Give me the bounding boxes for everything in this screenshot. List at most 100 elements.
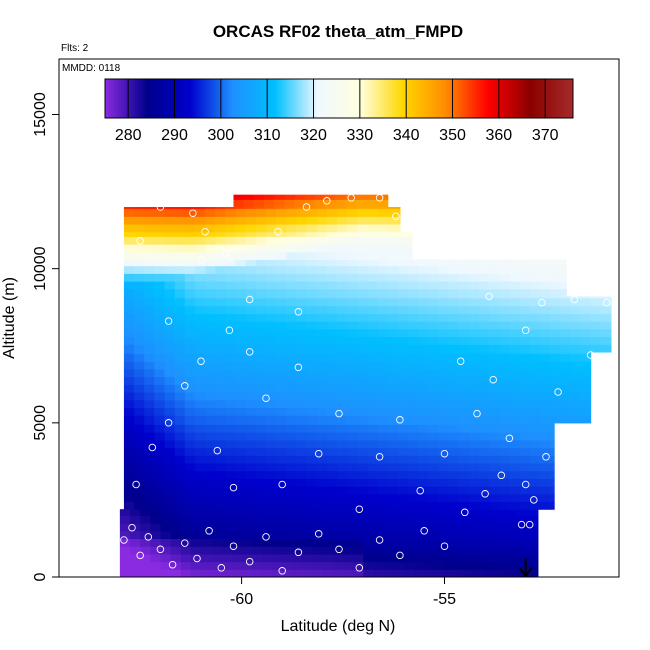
heatmap-cell [205,478,216,487]
heatmap-cell [387,501,399,510]
heatmap-cell [489,470,500,479]
flight-point [278,480,286,489]
heatmap-cell [286,399,297,409]
heatmap-cell [580,296,592,299]
heatmap-cell [580,297,592,307]
heatmap-cell [397,399,409,409]
heatmap-cell [474,569,486,577]
heatmap-cell [205,281,216,290]
heatmap-cell [418,384,429,393]
heatmap-cell [326,336,338,345]
heatmap-cell [539,296,551,299]
heatmap-cell [144,455,155,464]
heatmap-cell [479,344,490,353]
heatmap-cell [154,478,166,487]
heatmap-cell [377,399,389,409]
heatmap-cell [570,321,582,330]
heatmap-cell [255,288,267,298]
heatmap-cell [174,384,186,393]
heatmap-cell [282,523,293,532]
heatmap-cell [519,336,531,345]
heatmap-cell [539,321,551,330]
heatmap-cell [184,407,196,416]
heatmap-cell [306,305,318,314]
heatmap-cell [397,344,409,353]
heatmap-cell [509,376,521,385]
heatmap-cell [312,553,324,563]
heatmap-cell [164,288,176,298]
heatmap-cell [225,501,237,510]
heatmap-cell [134,351,145,355]
heatmap-cell [296,259,308,267]
heatmap-cell [235,281,247,290]
heatmap-cell [590,296,602,299]
heatmap-cell [306,231,318,237]
heatmap-cell [580,353,592,362]
heatmap-cell [233,194,245,200]
heatmap-cell [274,199,285,208]
heatmap-cell [363,530,375,540]
heatmap-cell [373,538,385,547]
heatmap-cell [560,281,567,290]
heatmap-cell [539,470,551,479]
heatmap-cell [438,351,450,355]
heatmap-cell [184,208,196,217]
heatmap-cell [367,368,379,378]
heatmap-cell [265,462,277,472]
heatmap-cell [286,368,297,378]
heatmap-cell [316,432,328,441]
heatmap-cell [326,432,338,441]
heatmap-cell [397,470,409,479]
heatmap-cell [184,207,196,210]
heatmap-cell [316,392,328,401]
heatmap-cell [479,478,490,487]
heatmap-cell [194,216,206,225]
heatmap-cell [306,399,318,409]
heatmap-cell [140,561,151,570]
heatmap-cell [154,415,166,424]
heatmap-cell [316,486,328,495]
heatmap-cell [458,361,470,370]
heatmap-cell [174,422,186,425]
heatmap-cell [438,336,450,345]
heatmap-cell [286,231,297,237]
heatmap-cell [539,328,551,338]
heatmap-cell [529,321,541,330]
heatmap-cell [174,231,186,237]
heatmap-cell [123,470,135,479]
heatmap-cell [164,223,176,233]
heatmap-cell [265,501,277,510]
heatmap-cell [570,376,582,385]
heatmap-cell [225,321,237,330]
heatmap-cell [215,305,226,314]
heatmap-cell [123,478,135,487]
heatmap-cell [225,361,237,370]
colorbar-label-300: 300 [207,127,234,144]
heatmap-cell [529,368,541,378]
heatmap-cell [387,223,399,233]
heatmap-cell [434,538,446,547]
heatmap-cell [326,470,338,479]
heatmap-cell [265,432,277,441]
heatmap-cell [215,207,226,210]
heatmap-cell [154,251,166,261]
colorbar-label-330: 330 [346,127,373,144]
heatmap-cell [580,384,592,393]
heatmap-cell [499,376,511,385]
heatmap-cell [184,361,196,370]
heatmap-cell [580,328,592,338]
heatmap-cell [306,223,318,233]
heatmap-cell [261,569,273,577]
heatmap-cell [458,447,470,456]
heatmap-cell [205,415,216,424]
heatmap-cell [326,296,338,299]
heatmap-cell [539,399,551,409]
heatmap-cell [130,530,141,540]
heatmap-cell [397,305,409,314]
x-axis-label: Latitude (deg N) [281,618,396,635]
heatmap-cell [282,509,293,516]
heatmap-cell [276,399,287,409]
heatmap-cell [255,407,267,416]
heatmap-cell [160,546,172,555]
flight-point [554,388,562,396]
